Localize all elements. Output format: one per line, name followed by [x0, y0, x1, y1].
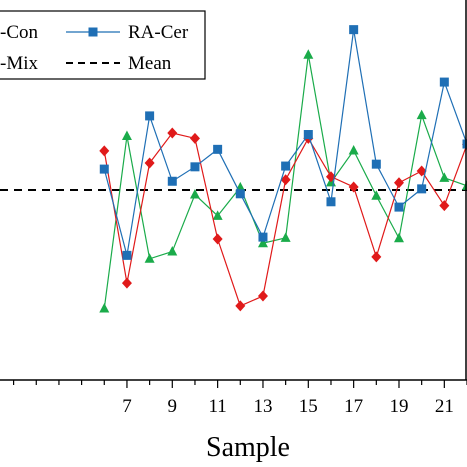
- ra-cer-point: [122, 250, 132, 260]
- x-tick-label: 13: [253, 396, 272, 417]
- ra-mix-point: [416, 109, 427, 120]
- ra-con-point: [371, 251, 382, 263]
- legend-marker-ra-cer: [88, 27, 98, 37]
- ra-cer-point: [417, 184, 427, 194]
- ra-mix-point: [99, 303, 110, 313]
- ra-cer-point: [213, 144, 223, 154]
- ra-con-point: [189, 132, 200, 144]
- ra-mix-point: [393, 232, 404, 243]
- x-tick-label: 15: [299, 396, 318, 417]
- x-tick-label: 7: [122, 396, 132, 417]
- legend: -Con RA-Cer -Mix Mean: [0, 10, 206, 80]
- ra-cer-point: [167, 176, 177, 186]
- ra-cer-point: [145, 111, 155, 121]
- x-axis-title: Sample: [206, 432, 290, 463]
- x-tick-label: 11: [208, 396, 226, 417]
- ra-con-point: [280, 174, 291, 186]
- legend-box: [0, 10, 206, 80]
- ra-cer-point: [258, 232, 268, 242]
- x-axis: 7 9 11 13 15 17 19 21: [0, 0, 467, 417]
- x-tick-label: 17: [344, 396, 363, 417]
- ra-mix-point: [439, 172, 450, 182]
- ra-con-point: [99, 145, 110, 157]
- ra-con-point: [257, 290, 268, 302]
- ra-con-point: [212, 233, 223, 245]
- legend-label-ra-mix: -Mix: [0, 53, 39, 74]
- x-tick-label: 19: [389, 396, 408, 417]
- ra-cer-point: [281, 161, 291, 171]
- plot-area: [0, 25, 467, 313]
- ra-con-point: [235, 300, 246, 312]
- ra-cer-point: [439, 77, 449, 87]
- ra-con-point: [393, 177, 404, 189]
- ra-cer-point: [99, 164, 109, 174]
- ra-cer-point: [303, 130, 313, 140]
- ra-mix-point: [121, 130, 132, 141]
- ra-mix-point: [257, 237, 268, 248]
- x-tick-label: 21: [435, 396, 454, 417]
- ra-mix-point: [189, 189, 200, 199]
- ra-cer-point: [235, 189, 245, 199]
- ra-mix-point: [144, 253, 155, 263]
- ra-mix-point: [167, 246, 178, 256]
- legend-label-mean: Mean: [128, 53, 172, 74]
- ra-con-line: [103, 132, 467, 307]
- legend-label-ra-con: -Con: [0, 22, 39, 43]
- legend-label-ra-cer: RA-Cer: [128, 22, 189, 43]
- ra-cer-point: [394, 202, 404, 212]
- ra-con-point: [167, 127, 178, 139]
- ra-mix-point: [303, 49, 314, 59]
- ra-mix-point: [348, 144, 359, 155]
- ra-mix-point: [280, 232, 291, 242]
- x-tick-label: 9: [168, 396, 178, 417]
- ra-cer-point: [371, 159, 381, 169]
- ra-cer-point: [326, 197, 336, 207]
- ra-con-point: [144, 157, 155, 169]
- ra-con-point: [348, 181, 359, 193]
- ra-mix-point: [212, 210, 223, 220]
- ra-cer-point: [349, 25, 359, 35]
- ra-con-point: [439, 200, 450, 212]
- ra-mix-point: [371, 190, 382, 200]
- ra-con-point: [416, 165, 427, 177]
- ra-cer-point: [190, 162, 200, 172]
- ra-con-point: [121, 277, 132, 289]
- ra-cer-point: [462, 139, 467, 149]
